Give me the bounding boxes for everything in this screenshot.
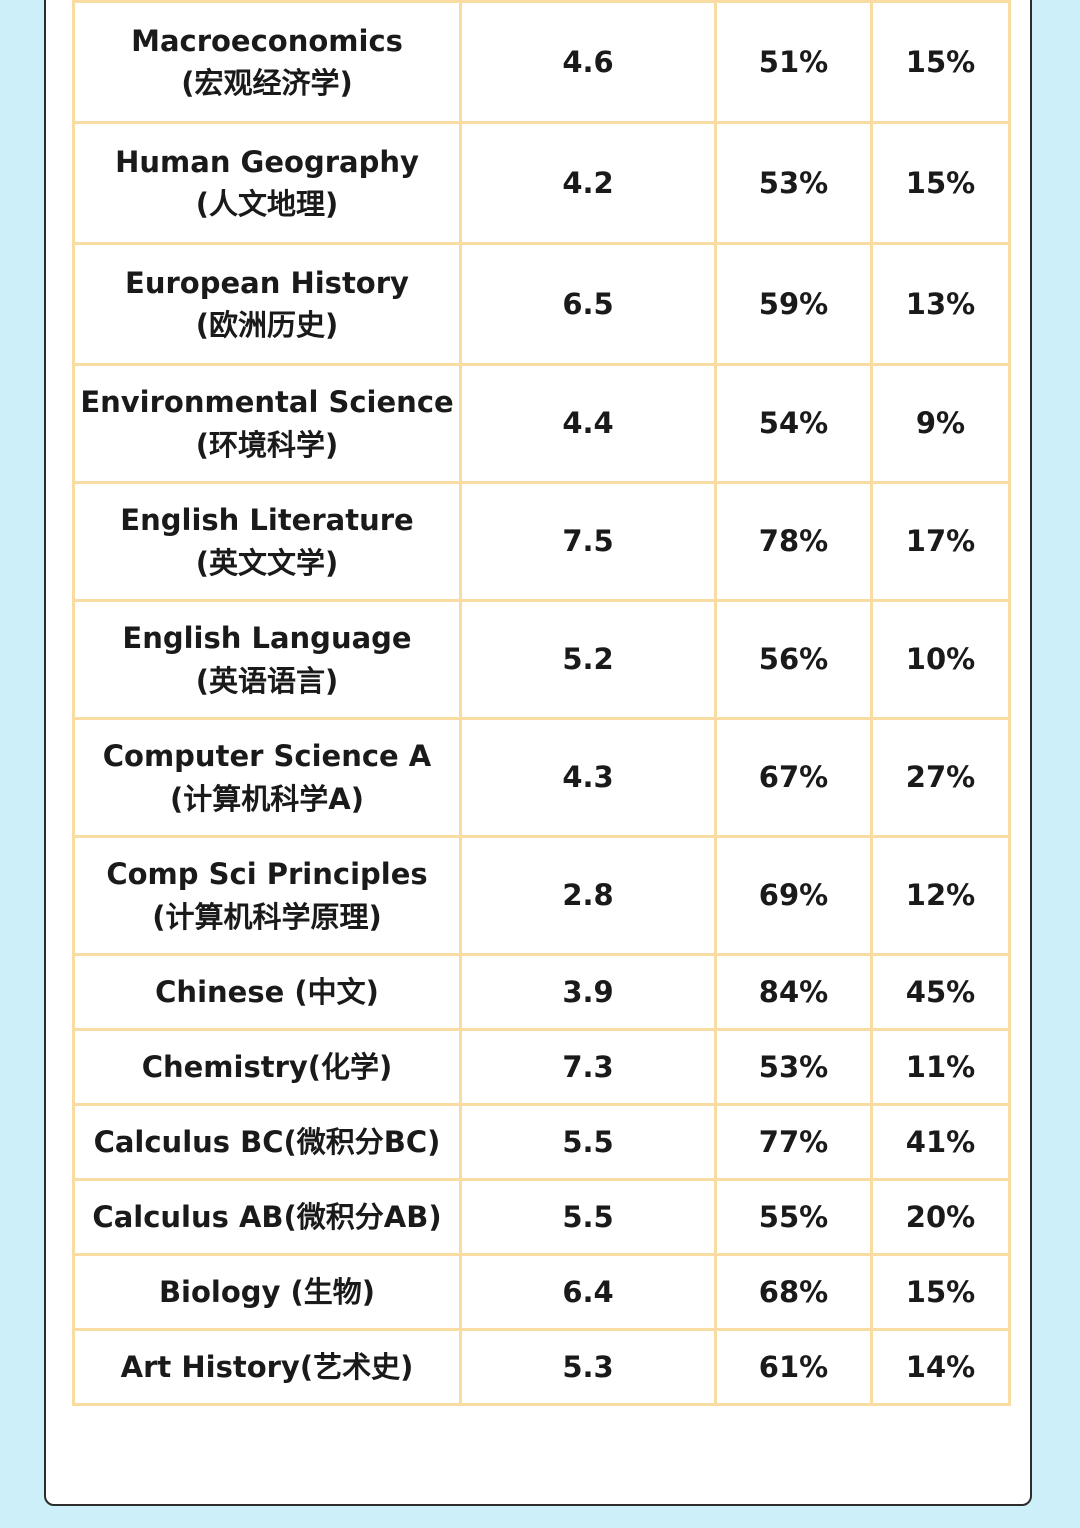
pass-rate-cell: 59% xyxy=(714,242,873,366)
table-row: Comp Sci Principles (计算机科学原理) 2.8 69% 12% xyxy=(72,835,1011,956)
top-score-rate-cell: 13% xyxy=(870,242,1011,366)
table-row: Biology (生物) 6.4 68% 15% xyxy=(72,1253,1011,1331)
subject-cell: Biology (生物) xyxy=(72,1253,462,1331)
subject-label: Calculus BC(微积分BC) xyxy=(93,1124,441,1159)
pass-rate-cell: 53% xyxy=(714,1028,873,1106)
subject-cell: English Literature (英文文学) xyxy=(72,481,462,602)
top-score-rate-cell: 15% xyxy=(870,1253,1011,1331)
pass-rate-cell: 67% xyxy=(714,717,873,838)
subject-label: Art History(艺术史) xyxy=(120,1349,414,1384)
subject-cell: Calculus AB(微积分AB) xyxy=(72,1178,462,1256)
subject-label: (计算机科学A) xyxy=(170,781,364,816)
subject-label: European History xyxy=(125,265,409,300)
subject-label: (英语语言) xyxy=(195,663,339,698)
top-score-rate-cell: 15% xyxy=(870,121,1011,245)
table-row: Chinese (中文) 3.9 84% 45% xyxy=(72,953,1011,1031)
pass-rate-cell: 78% xyxy=(714,481,873,602)
mean-score-cell: 4.4 xyxy=(459,363,717,484)
subject-label: English Literature xyxy=(120,503,414,538)
mean-score-cell: 6.5 xyxy=(459,242,717,366)
subject-cell: Chinese (中文) xyxy=(72,953,462,1031)
mean-score-cell: 6.4 xyxy=(459,1253,717,1331)
pass-rate-cell: 84% xyxy=(714,953,873,1031)
table-row: English Language (英语语言) 5.2 56% 10% xyxy=(72,599,1011,720)
subject-label: (欧洲历史) xyxy=(195,308,339,342)
mean-score-cell: 4.2 xyxy=(459,121,717,245)
subject-cell: Art History(艺术史) xyxy=(72,1328,462,1406)
top-score-rate-cell: 15% xyxy=(870,0,1011,124)
mean-score-cell: 2.8 xyxy=(459,835,717,956)
subject-label: (计算机科学原理) xyxy=(152,899,382,934)
top-score-rate-cell: 12% xyxy=(870,835,1011,956)
subject-label: (英文文学) xyxy=(195,545,339,580)
subject-label: Human Geography xyxy=(115,144,419,179)
subject-cell: European History (欧洲历史) xyxy=(72,242,462,366)
subject-cell: Environmental Science (环境科学) xyxy=(72,363,462,484)
mean-score-cell: 7.5 xyxy=(459,481,717,602)
table-row: Calculus BC(微积分BC) 5.5 77% 41% xyxy=(72,1103,1011,1181)
top-score-rate-cell: 20% xyxy=(870,1178,1011,1256)
table-row: Computer Science A (计算机科学A) 4.3 67% 27% xyxy=(72,717,1011,838)
top-score-rate-cell: 9% xyxy=(870,363,1011,484)
top-score-rate-cell: 17% xyxy=(870,481,1011,602)
subject-label: (宏观经济学) xyxy=(181,66,353,100)
subject-cell: Calculus BC(微积分BC) xyxy=(72,1103,462,1181)
pass-rate-cell: 77% xyxy=(714,1103,873,1181)
table-row: Calculus AB(微积分AB) 5.5 55% 20% xyxy=(72,1178,1011,1256)
subject-cell: Comp Sci Principles (计算机科学原理) xyxy=(72,835,462,956)
subject-label: Computer Science A xyxy=(102,739,432,774)
subject-label: English Language xyxy=(122,621,412,656)
subject-label: Calculus AB(微积分AB) xyxy=(92,1199,442,1234)
table-row: Art History(艺术史) 5.3 61% 14% xyxy=(72,1328,1011,1406)
top-score-rate-cell: 41% xyxy=(870,1103,1011,1181)
subject-cell: English Language (英语语言) xyxy=(72,599,462,720)
mean-score-cell: 5.2 xyxy=(459,599,717,720)
subject-label: Biology (生物) xyxy=(158,1274,376,1309)
subject-cell: Computer Science A (计算机科学A) xyxy=(72,717,462,838)
table-row: Environmental Science (环境科学) 4.4 54% 9% xyxy=(72,363,1011,484)
table-row: English Literature (英文文学) 7.5 78% 17% xyxy=(72,481,1011,602)
subject-label: Chemistry(化学) xyxy=(141,1049,393,1084)
top-score-rate-cell: 10% xyxy=(870,599,1011,720)
mean-score-cell: 7.3 xyxy=(459,1028,717,1106)
mean-score-cell: 5.5 xyxy=(459,1178,717,1256)
mean-score-cell: 4.3 xyxy=(459,717,717,838)
subject-label: (人文地理) xyxy=(195,187,339,221)
subject-cell: Human Geography (人文地理) xyxy=(72,121,462,245)
mean-score-cell: 5.3 xyxy=(459,1328,717,1406)
table-row: European History (欧洲历史) 6.5 59% 13% xyxy=(72,242,1011,366)
subject-label: Environmental Science xyxy=(80,385,454,420)
pass-rate-cell: 68% xyxy=(714,1253,873,1331)
subject-label: Macroeconomics xyxy=(131,23,403,58)
pass-rate-cell: 54% xyxy=(714,363,873,484)
top-score-rate-cell: 11% xyxy=(870,1028,1011,1106)
subject-label: (环境科学) xyxy=(195,427,339,462)
table-row: Human Geography (人文地理) 4.2 53% 15% xyxy=(72,121,1011,245)
table-row: Chemistry(化学) 7.3 53% 11% xyxy=(72,1028,1011,1106)
pass-rate-cell: 61% xyxy=(714,1328,873,1406)
top-score-rate-cell: 14% xyxy=(870,1328,1011,1406)
subject-label: Comp Sci Principles xyxy=(106,857,428,892)
pass-rate-cell: 69% xyxy=(714,835,873,956)
top-score-rate-cell: 45% xyxy=(870,953,1011,1031)
subject-cell: Chemistry(化学) xyxy=(72,1028,462,1106)
subject-label: Chinese (中文) xyxy=(155,974,379,1009)
mean-score-cell: 4.6 xyxy=(459,0,717,124)
subject-cell: Macroeconomics (宏观经济学) xyxy=(72,0,462,124)
pass-rate-cell: 56% xyxy=(714,599,873,720)
pass-rate-cell: 53% xyxy=(714,121,873,245)
table-row: Macroeconomics (宏观经济学) 4.6 51% 15% xyxy=(72,0,1011,124)
pass-rate-cell: 55% xyxy=(714,1178,873,1256)
mean-score-cell: 3.9 xyxy=(459,953,717,1031)
pass-rate-cell: 51% xyxy=(714,0,873,124)
top-score-rate-cell: 27% xyxy=(870,717,1011,838)
score-table: Macroeconomics (宏观经济学) 4.6 51% 15% Human Geog… xyxy=(72,0,1011,1406)
mean-score-cell: 5.5 xyxy=(459,1103,717,1181)
